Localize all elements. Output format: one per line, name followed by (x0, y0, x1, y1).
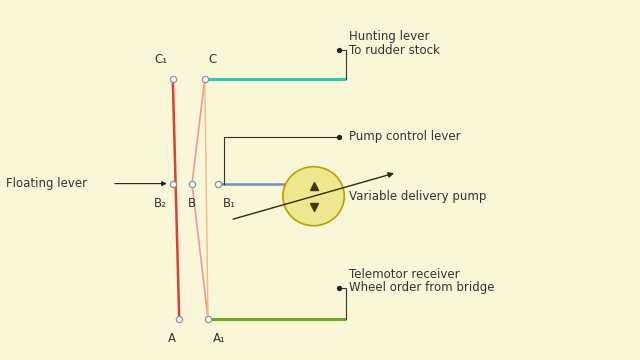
Text: Hunting lever: Hunting lever (349, 30, 429, 43)
Text: Pump control lever: Pump control lever (349, 130, 460, 143)
Text: To rudder stock: To rudder stock (349, 44, 440, 57)
Text: B₂: B₂ (154, 197, 166, 210)
Text: A₁: A₁ (213, 332, 226, 345)
Ellipse shape (283, 167, 344, 226)
Text: Telemotor receiver: Telemotor receiver (349, 268, 460, 281)
Text: Variable delivery pump: Variable delivery pump (349, 190, 486, 203)
Text: C₁: C₁ (155, 53, 168, 66)
Text: Wheel order from bridge: Wheel order from bridge (349, 282, 494, 294)
Text: Floating lever: Floating lever (6, 177, 88, 190)
Text: B₁: B₁ (223, 197, 236, 210)
Text: B: B (188, 197, 196, 210)
Text: C: C (209, 53, 216, 66)
Text: A: A (168, 332, 175, 345)
